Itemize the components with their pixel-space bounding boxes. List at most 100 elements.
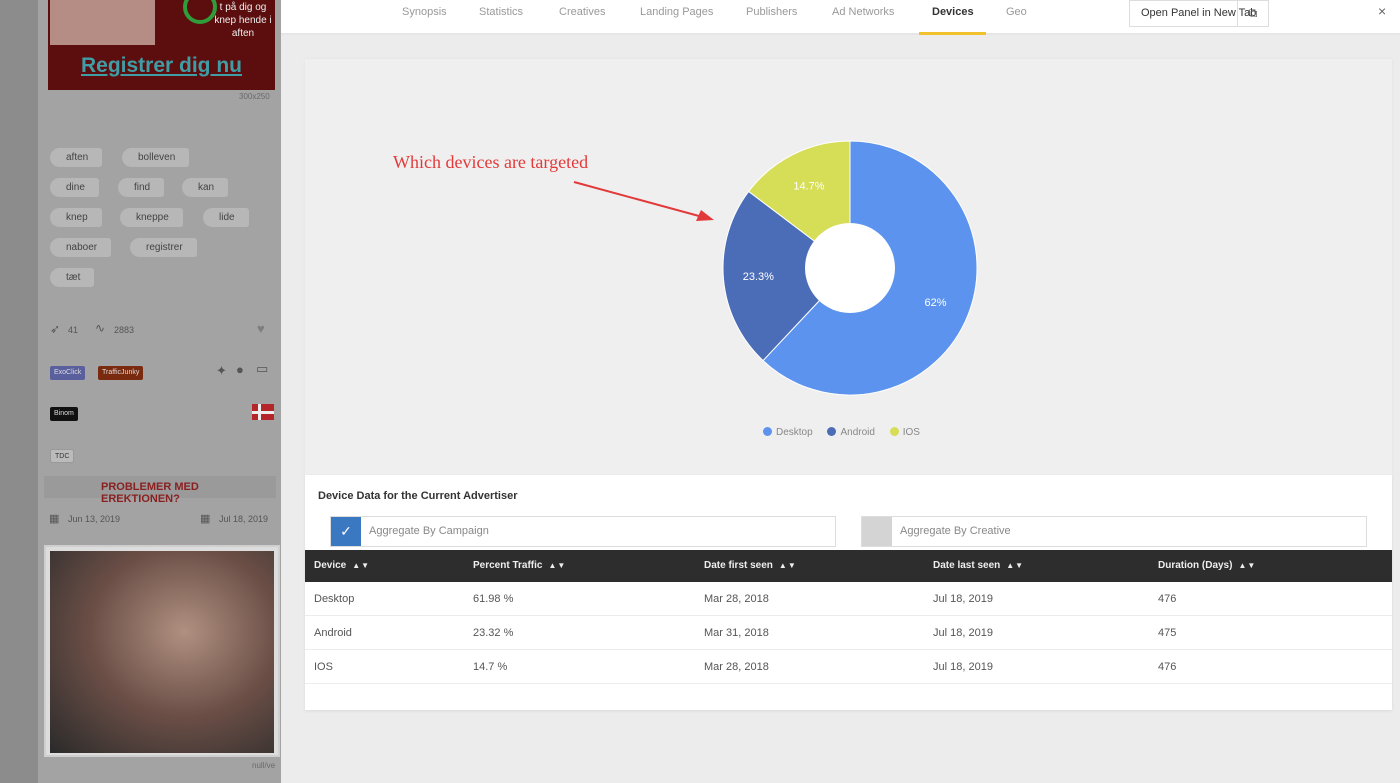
tab-statistics[interactable]: Statistics <box>479 6 524 18</box>
tag[interactable]: kneppe <box>120 208 183 227</box>
calendar-icon: ▦ <box>200 513 211 525</box>
cell-device: IOS <box>314 661 333 673</box>
column-header-date-first-seen[interactable]: Date first seen ▲▼ <box>704 550 797 582</box>
unchecked-box-icon[interactable] <box>862 517 892 546</box>
sort-icon[interactable]: ▲▼ <box>352 561 371 570</box>
checkmark-icon[interactable]: ✓ <box>331 517 361 546</box>
legend-item-desktop[interactable]: Desktop <box>763 427 813 438</box>
tag[interactable]: find <box>118 178 165 197</box>
cell-last-seen: Jul 18, 2019 <box>933 627 993 639</box>
annotation-text: Which devices are targeted <box>393 152 589 172</box>
first-seen-date: Jun 13, 2019 <box>68 514 121 524</box>
column-header-device[interactable]: Device ▲▼ <box>314 550 370 582</box>
donut-hole <box>805 223 895 313</box>
tag[interactable]: lide <box>203 208 249 227</box>
sort-icon[interactable]: ▲▼ <box>1006 561 1025 570</box>
column-label: Percent Traffic <box>473 560 543 571</box>
cell-first-seen: Mar 31, 2018 <box>704 627 769 639</box>
desktop-icon: ▭ <box>256 361 269 376</box>
android-icon: ✦ <box>216 363 227 378</box>
ad-banner[interactable]: t på dig og knep hende i aften Registrer… <box>48 0 275 90</box>
cell-duration: 476 <box>1158 593 1177 605</box>
cell-percent: 14.7 % <box>473 661 508 673</box>
column-header-duration[interactable]: Duration (Days) ▲▼ <box>1158 550 1256 582</box>
ad-cta: Registrer dig nu <box>80 54 243 77</box>
column-header-date-last-seen[interactable]: Date last seen ▲▼ <box>933 550 1024 582</box>
tag[interactable]: naboer <box>50 238 112 257</box>
ad-creative-image[interactable] <box>44 545 280 757</box>
creative-size-label: null/ve <box>252 761 276 770</box>
slice-label-desktop: 62% <box>925 297 947 309</box>
column-label: Device <box>314 560 347 571</box>
ad-text: t på dig og knep hende i aften <box>214 2 272 39</box>
table-row[interactable]: Desktop 61.98 % Mar 28, 2018 Jul 18, 201… <box>305 582 1392 616</box>
tab-synopsis[interactable]: Synopsis <box>402 6 447 18</box>
network-badge-trafficjunky: TrafficJunky <box>98 366 144 380</box>
cell-percent: 61.98 % <box>473 593 514 605</box>
legend-label: Android <box>840 427 875 438</box>
pie-slice-android[interactable] <box>722 190 851 362</box>
tab-creatives[interactable]: Creatives <box>559 6 606 18</box>
cell-last-seen: Jul 18, 2019 <box>933 593 993 605</box>
arrow-head-icon <box>696 210 714 221</box>
aggregate-by-campaign-checkbox[interactable]: ✓ Aggregate By Campaign <box>330 516 836 547</box>
device-donut-chart: 62% 23.3% 14.7% <box>573 140 978 396</box>
column-label: Date last seen <box>933 560 1001 571</box>
rocket-icon: ➶ <box>50 322 61 336</box>
tag[interactable]: knep <box>50 208 102 227</box>
calendar-icon: ▦ <box>49 513 60 525</box>
cell-first-seen: Mar 28, 2018 <box>704 661 769 673</box>
chart-legend: Desktop Android IOS <box>763 427 932 438</box>
sort-icon[interactable]: ▲▼ <box>548 561 567 570</box>
tag[interactable]: tæt <box>50 268 95 287</box>
slice-label-android: 23.3% <box>743 271 774 283</box>
tag[interactable]: aften <box>50 148 103 167</box>
open-panel-new-tab-button[interactable]: Open Panel in New Tab ⧉ <box>1129 0 1269 27</box>
devices-panel: 62% 23.3% 14.7% Which devices are targeted… <box>281 35 1400 783</box>
last-seen-date: Jul 18, 2019 <box>219 514 269 524</box>
apple-icon: ● <box>236 362 244 377</box>
tab-ad-networks[interactable]: Ad Networks <box>832 6 895 18</box>
tab-landing-pages[interactable]: Landing Pages <box>640 6 714 18</box>
legend-item-ios[interactable]: IOS <box>889 427 920 438</box>
tab-geo[interactable]: Geo <box>1006 6 1027 18</box>
creative-photo <box>50 551 274 753</box>
ad-banner-secondary[interactable]: PROBLEMER MED EREKTIONEN? <box>44 476 276 505</box>
section-title: Device Data for the Current Advertiser <box>318 490 518 502</box>
tracker-badge: Binom <box>50 407 78 421</box>
tab-publishers[interactable]: Publishers <box>746 6 798 18</box>
sort-icon[interactable]: ▲▼ <box>1238 561 1257 570</box>
legend-dot <box>763 427 772 436</box>
legend-label: Desktop <box>776 427 813 438</box>
impression-count: 2883 <box>114 325 135 335</box>
left-panel: t på dig og knep hende i aften Registrer… <box>0 0 281 783</box>
heart-icon[interactable]: ♥ <box>257 321 265 336</box>
table-header: Device ▲▼ Percent Traffic ▲▼ Date first se… <box>305 550 1392 582</box>
annotation-arrow <box>573 181 711 220</box>
column-header-percent-traffic[interactable]: Percent Traffic ▲▼ <box>473 550 566 582</box>
tag[interactable]: dine <box>50 178 99 197</box>
sort-icon[interactable]: ▲▼ <box>778 561 797 570</box>
cell-device: Desktop <box>314 593 355 605</box>
table-row[interactable]: IOS 14.7 % Mar 28, 2018 Jul 18, 2019 476 <box>305 650 1392 684</box>
denmark-flag-icon <box>252 404 274 420</box>
legend-dot <box>889 427 899 436</box>
legend-dot <box>827 427 837 436</box>
external-link-icon[interactable]: ⧉ <box>1237 1 1268 26</box>
top-nav: Synopsis Statistics Creatives Landing Pa… <box>281 0 1400 35</box>
tag[interactable]: registrer <box>130 238 197 257</box>
tag[interactable]: kan <box>182 178 229 197</box>
legend-item-android[interactable]: Android <box>827 427 875 438</box>
cell-last-seen: Jul 18, 2019 <box>933 661 993 673</box>
aggregate-by-creative-checkbox[interactable]: Aggregate By Creative <box>861 516 1367 547</box>
table-row[interactable]: Android 23.32 % Mar 31, 2018 Jul 18, 201… <box>305 616 1392 650</box>
trend-icon: ∿ <box>95 321 106 335</box>
cell-duration: 476 <box>1158 661 1177 673</box>
tab-devices[interactable]: Devices <box>932 6 974 18</box>
column-label: Date first seen <box>704 560 773 571</box>
ad-thumbnail <box>50 0 155 45</box>
tag[interactable]: bolleven <box>122 148 190 167</box>
slice-label-ios: 14.7% <box>793 181 824 193</box>
close-icon[interactable]: × <box>1378 3 1387 19</box>
launch-count: 41 <box>68 325 79 335</box>
